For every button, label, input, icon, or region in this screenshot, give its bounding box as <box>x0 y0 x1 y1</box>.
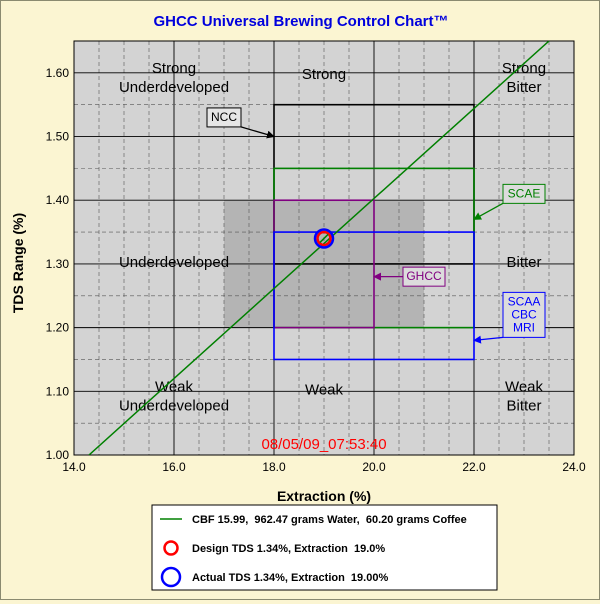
data-series <box>88 41 550 455</box>
timestamp: 08/05/09_07:53:40 <box>261 436 386 453</box>
x-tick-label: 14.0 <box>62 460 86 474</box>
region-label: Weak <box>305 381 344 398</box>
legend-marker-swatch <box>160 566 182 588</box>
axis-ticks: 14.0 16.0 18.0 20.0 22.0 24.0 1.00 1.10 1.20 1.30… <box>46 66 586 474</box>
x-axis-label: Extraction (%) <box>277 488 371 504</box>
legend-label: Actual TDS 1.34%, Extraction 19.00% <box>192 572 388 584</box>
legend-label: Design TDS 1.34%, Extraction 19.0% <box>192 543 385 555</box>
region-label: Weak Bitter <box>505 378 544 414</box>
standard-labels: NCC SCAE GHCC SCAA CBC MRI <box>206 107 546 344</box>
plot-border <box>73 40 575 456</box>
y-tick-label: 1.00 <box>46 448 70 462</box>
y-tick-label: 1.40 <box>46 193 70 207</box>
standard-label: SCAE <box>508 186 541 200</box>
standard-arrow <box>473 335 504 344</box>
y-tick-label: 1.30 <box>46 257 70 271</box>
legend-marker-swatch <box>163 540 179 556</box>
region-label: Bitter <box>506 254 541 271</box>
legend: CBF 15.99, 962.47 grams Water, 60.20 gra… <box>151 504 498 591</box>
y-tick-label: 1.50 <box>46 130 70 144</box>
region-label: Strong <box>302 66 346 83</box>
standard-boxes <box>273 103 475 361</box>
region-label: Underdeveloped <box>119 254 229 271</box>
region-label: Strong Bitter <box>502 60 546 96</box>
region-labels: Strong Underdeveloped Strong Strong Bitter Un… <box>119 60 546 414</box>
legend-label: CBF 15.99, 962.47 grams Water, 60.20 gra… <box>192 514 467 526</box>
x-tick-label: 16.0 <box>162 460 186 474</box>
design-point-line <box>319 233 329 243</box>
standard-label-box <box>206 107 242 128</box>
standard-label-box <box>502 291 546 338</box>
x-tick-label: 20.0 <box>362 460 386 474</box>
chart-title: GHCC Universal Brewing Control Chart™ <box>153 13 448 30</box>
standard-label: GHCC <box>406 269 442 283</box>
standard-arrow <box>473 202 504 220</box>
standard-label: SCAA CBC MRI <box>508 294 541 334</box>
design-point <box>316 230 332 247</box>
region-label: Weak Underdeveloped <box>119 378 229 414</box>
x-tick-label: 22.0 <box>462 460 486 474</box>
y-tick-label: 1.10 <box>46 384 70 398</box>
region-label: Strong Underdeveloped <box>119 60 229 96</box>
cbf-line <box>88 41 550 455</box>
y-tick-label: 1.20 <box>46 321 70 335</box>
legend-box <box>151 504 498 591</box>
x-tick-label: 18.0 <box>262 460 286 474</box>
standard-box-scaa <box>273 231 475 361</box>
y-tick-label: 1.60 <box>46 66 70 80</box>
standard-label: NCC <box>211 110 237 124</box>
x-tick-label: 24.0 <box>562 460 586 474</box>
standard-arrow <box>240 126 275 139</box>
y-axis-label: TDS Range (%) <box>10 213 26 313</box>
standard-label-box <box>502 183 546 204</box>
actual-point <box>313 228 335 249</box>
